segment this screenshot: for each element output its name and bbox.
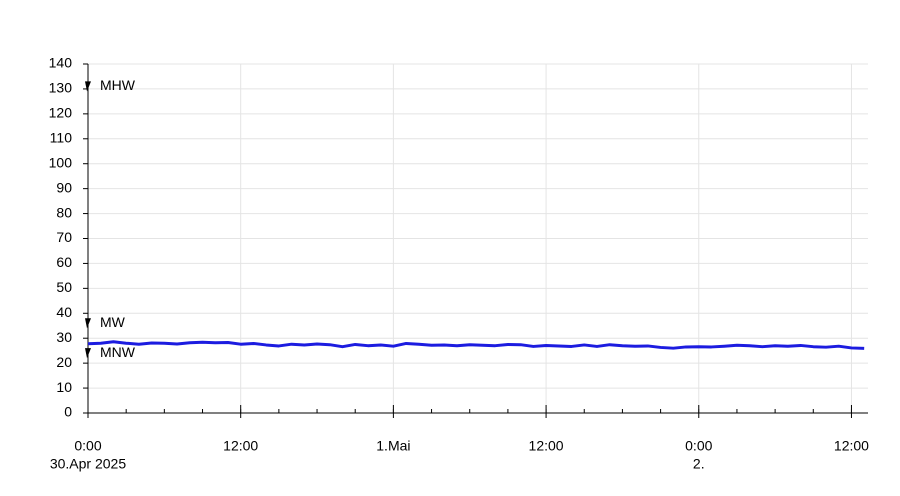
y-tick-label: 60 <box>56 254 72 270</box>
y-tick-label: 0 <box>64 404 72 420</box>
x-tick-label: 12:00 <box>834 438 869 454</box>
y-tick-label: 20 <box>56 354 72 370</box>
x-tick-label: 12:00 <box>223 438 258 454</box>
x-tick-label: 1.Mai <box>376 438 410 454</box>
y-tick-label: 90 <box>56 179 72 195</box>
x-tick-label: 0:00 <box>74 438 101 454</box>
reference-marker <box>85 81 91 92</box>
data-line <box>87 340 865 350</box>
x-tick-label: 0:00 <box>685 438 712 454</box>
reference-marker <box>85 348 91 359</box>
y-tick-label: 30 <box>56 329 72 345</box>
x-tick-label: 12:00 <box>529 438 564 454</box>
reference-label: MW <box>100 314 126 330</box>
y-tick-label: 10 <box>56 379 72 395</box>
reference-label: MHW <box>100 77 136 93</box>
y-tick-label: 110 <box>50 129 73 145</box>
reference-label: MNW <box>100 344 136 360</box>
y-tick-label: 70 <box>56 229 72 245</box>
y-tick-label: 130 <box>49 80 73 96</box>
y-tick-label: 80 <box>56 204 72 220</box>
y-tick-label: 120 <box>49 105 73 121</box>
x-date-label: 2. <box>693 456 705 472</box>
y-tick-label: 100 <box>49 154 73 170</box>
y-tick-label: 50 <box>56 279 72 295</box>
y-tick-label: 140 <box>49 55 73 71</box>
reference-marker <box>85 318 91 329</box>
x-date-label: 30.Apr 2025 <box>50 456 126 472</box>
y-tick-label: 40 <box>56 304 72 320</box>
